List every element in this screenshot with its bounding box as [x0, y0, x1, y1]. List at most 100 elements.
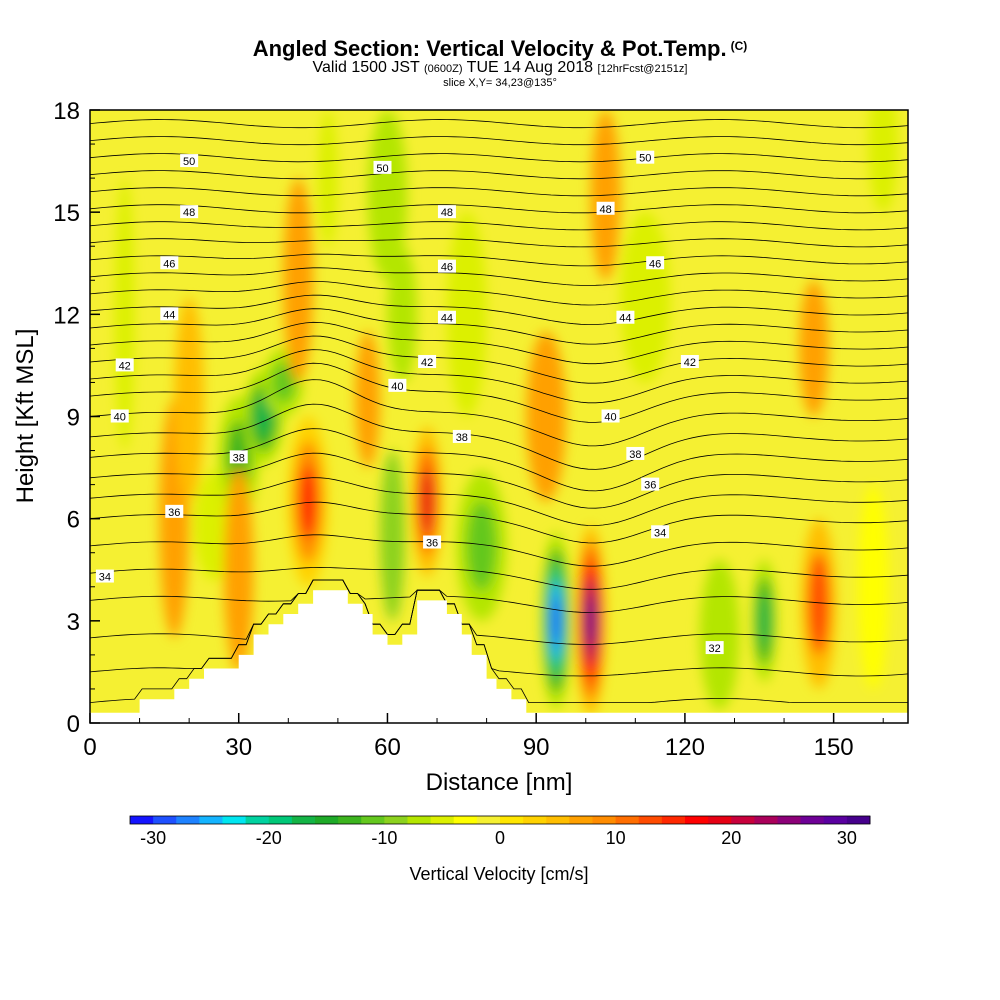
velocity-cell [446, 212, 487, 417]
theta-contour-line [90, 477, 908, 527]
colorbar-swatch [523, 816, 547, 824]
theta-contour-line [90, 294, 908, 325]
colorbar-ticks: -30 -20 -10 0 10 20 30 [140, 828, 857, 848]
theta-contour-line [90, 170, 908, 180]
colorbar-swatch [500, 816, 524, 824]
colorbar-tick-label: -10 [371, 828, 397, 848]
velocity-background [90, 110, 908, 723]
theta-contour-line [90, 221, 908, 231]
contour-label-text: 50 [183, 156, 195, 168]
contour-label-text: 32 [709, 643, 721, 655]
contour-label: 50 [373, 160, 392, 175]
theta-contour-line [90, 321, 908, 365]
contour-label: 48 [437, 205, 456, 219]
velocity-cell [114, 178, 135, 451]
x-axis-label: Distance [nm] [426, 769, 573, 796]
contour-label-text: 42 [684, 357, 696, 369]
colorbar-tick-label: 30 [837, 828, 857, 848]
colorbar-swatch [476, 816, 501, 824]
contour-label: 46 [437, 259, 456, 274]
colorbar-swatch [661, 816, 686, 824]
x-axis: 0 30 60 90 120 150 [83, 713, 884, 761]
contour-label: 44 [437, 310, 456, 325]
x-tick-label: 90 [523, 734, 550, 761]
contour-label-text: 44 [619, 313, 631, 325]
colorbar-swatch [291, 816, 316, 824]
theta-contour-line [90, 452, 908, 509]
contour-labels: 50 50 50 48 48 48 46 46 46 44 44 44 42 42 42 40 40 40 38 38… [95, 150, 724, 655]
contour-label: 36 [165, 504, 184, 519]
contour-label: 46 [160, 256, 179, 270]
y-tick-label: 18 [53, 98, 80, 125]
valid-prefix: Valid 1500 JST [312, 59, 420, 76]
colorbar-swatch [846, 816, 871, 824]
contour-label: 40 [601, 409, 620, 424]
contour-label: 42 [680, 355, 699, 369]
colorbar-swatch [245, 816, 270, 824]
contour-label-text: 46 [163, 258, 175, 270]
colorbar-swatch [361, 816, 385, 824]
contour-label-text: 50 [639, 153, 651, 165]
colorbar-swatch [615, 816, 640, 824]
contour-label-text: 50 [376, 163, 388, 175]
velocity-cell [758, 594, 770, 648]
colorbar-swatch [407, 816, 432, 824]
theta-contour-line [90, 119, 908, 129]
theta-contour-line [90, 362, 908, 423]
colorbar-tick-label: -20 [256, 828, 282, 848]
contour-label-text: 48 [441, 207, 453, 219]
theta-contour-line [90, 238, 908, 248]
colorbar-swatch [453, 816, 478, 824]
contour-label: 50 [180, 154, 199, 168]
contour-label-text: 48 [183, 207, 195, 219]
contour-label-text: 36 [426, 538, 438, 550]
contour-label-text: 46 [441, 262, 453, 274]
contour-label-text: 46 [649, 258, 661, 270]
theta-contour-line [90, 204, 908, 214]
velocity-cell [223, 467, 254, 672]
velocity-cell [271, 362, 296, 403]
theta-contour-line [90, 187, 908, 197]
contour-label: 40 [388, 378, 407, 393]
colorbar-swatch [315, 816, 339, 824]
velocity-cell [526, 331, 566, 502]
y-tick-label: 9 [67, 405, 80, 432]
contour-label: 42 [115, 358, 134, 372]
chart-title-text: Angled Section: Vertical Velocity & Pot.… [252, 36, 727, 61]
theta-contour-line [90, 253, 908, 267]
plot-area: 50 50 50 48 48 48 46 46 46 44 44 44 42 42 42 40 40 40 38 38… [90, 110, 908, 723]
colorbar-swatch [268, 816, 293, 824]
colorbar-tick-label: -30 [140, 828, 166, 848]
contour-label: 48 [180, 205, 199, 219]
colorbar-tick-label: 20 [721, 828, 741, 848]
contour-label: 32 [705, 641, 724, 655]
contour-label-text: 44 [441, 313, 453, 325]
theta-contour-line [90, 579, 908, 613]
colorbar-swatch [199, 816, 223, 824]
colorbar-swatch [338, 816, 362, 824]
slice-info: slice X,Y= 34,23@135° [443, 77, 557, 89]
contour-label-text: 36 [168, 507, 180, 519]
forecast-info: [12hrFcst@2151z] [597, 63, 688, 75]
colorbar-swatch [731, 816, 755, 824]
contour-label: 38 [452, 429, 471, 444]
contour-label-text: 42 [119, 360, 131, 372]
colorbar-swatch [384, 816, 408, 824]
colorbar-swatch [685, 816, 709, 824]
velocity-cell [620, 212, 671, 383]
contour-label-text: 38 [629, 449, 641, 461]
velocity-cell [387, 246, 418, 383]
theta-contour-line [90, 428, 908, 492]
contour-label: 38 [626, 446, 645, 461]
velocity-cell [551, 596, 561, 645]
contour-label-text: 48 [599, 204, 611, 216]
velocity-cell [420, 469, 434, 534]
y-tick-label: 6 [67, 507, 80, 534]
contour-label-text: 36 [644, 480, 656, 492]
theta-contour-line [90, 349, 908, 404]
theta-contour-line [90, 579, 908, 677]
contour-label-text: 38 [233, 452, 245, 464]
colorbar-swatch [708, 816, 732, 824]
velocity-cell [808, 552, 830, 655]
contour-label: 38 [229, 450, 248, 464]
